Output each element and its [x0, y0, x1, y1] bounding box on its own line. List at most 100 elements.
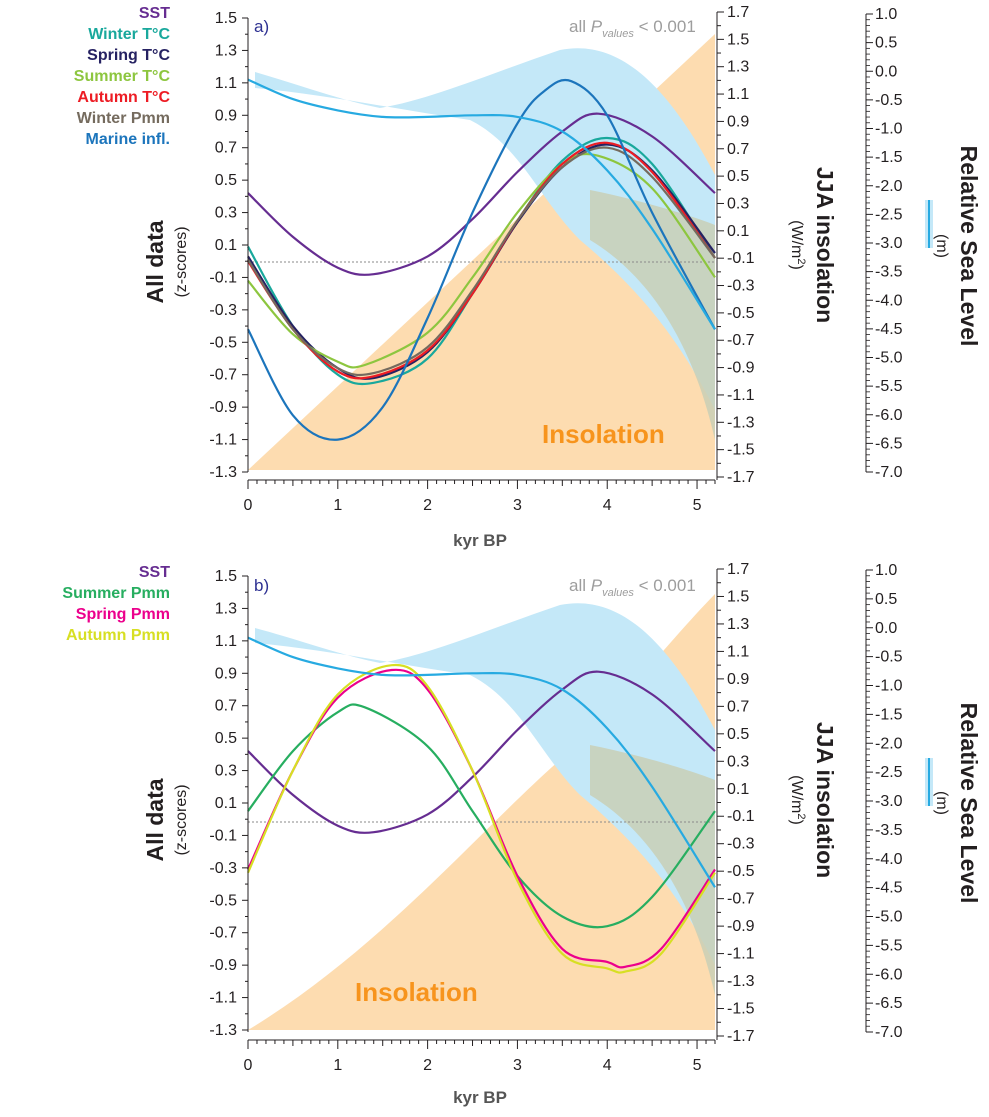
sea-level-axis-tick-label: -5.0 [875, 909, 903, 926]
left-axis-tick-label: 1.3 [215, 42, 237, 59]
left-axis-tick-label: 1.1 [215, 75, 237, 92]
left-axis-tick-label: -0.5 [209, 892, 237, 909]
legend-entry-summer-pmm: Summer Pmm [62, 585, 170, 602]
left-axis-tick-label: 1.1 [215, 633, 237, 650]
x-axis-tick-label: 0 [244, 1057, 253, 1074]
series-lines-a [247, 78, 716, 441]
legend-entry-spring-t-c: Spring T°C [87, 47, 170, 64]
legend-b: SST Summer Pmm Spring Pmm Autumn Pmm [62, 564, 170, 644]
sea-level-axis-tick-label: 0.0 [875, 620, 897, 637]
left-axis-title: All data [142, 220, 168, 303]
left-axis-tick-label: 1.5 [215, 10, 237, 27]
left-axis-ticks: 1.5 1.3 1.1 0.9 0.7 0.5 0.3 0.1 -0.1 -0.3 -0.5 -0.7… [209, 10, 248, 481]
sea-level-axis-tick-label: -3.5 [875, 822, 903, 839]
sea-level-axis-subtitle: (m) [933, 234, 950, 258]
insolation-axis-tick-label: 1.7 [727, 4, 749, 21]
insolation-axis-tick-label: 0.9 [727, 671, 749, 688]
x-axis-tick-label: 5 [693, 1057, 702, 1074]
left-axis-tick-label: 0.9 [215, 665, 237, 682]
series-lines-b [246, 663, 716, 974]
sea-level-axis-tick-label: -7.0 [875, 464, 903, 481]
insolation-axis-tick-label: 0.5 [727, 726, 749, 743]
left-axis-tick-label: 0.3 [215, 205, 237, 222]
left-axis-tick-label: 0.7 [215, 140, 237, 157]
left-axis-title: All data [142, 778, 168, 861]
x-axis-title: kyr BP [453, 1088, 507, 1107]
left-axis-tick-label: -0.3 [209, 302, 237, 319]
insolation-axis-tick-label: 1.5 [727, 588, 749, 605]
insolation-label-a: Insolation [542, 419, 665, 449]
legend-entry-winter-pmm: Winter Pmm [77, 110, 170, 127]
left-axis-tick-label: -1.1 [209, 432, 237, 449]
pvalue-note-a: all Pvalues < 0.001 [569, 17, 696, 40]
insolation-area [248, 594, 715, 1030]
legend-entry-winter-t-c: Winter T°C [88, 26, 170, 43]
insolation-axis-title: JJA insolation [812, 167, 838, 323]
insolation-axis-tick-label: -1.3 [727, 973, 755, 990]
sea-level-axis-tick-label: -1.5 [875, 706, 903, 723]
legend-entry-marine-infl-: Marine infl. [86, 131, 170, 148]
insolation-axis-tick-label: -1.1 [727, 387, 755, 404]
panel-label-b: b) [254, 576, 269, 595]
legend-entry-autumn-pmm: Autumn Pmm [66, 627, 170, 644]
sea-level-axis-subtitle: (m) [933, 791, 950, 815]
x-axis-tick-label: 3 [513, 1057, 522, 1074]
sea-level-axis-tick-label: -2.5 [875, 764, 903, 781]
insolation-axis-tick-label: 0.3 [727, 753, 749, 770]
insolation-axis-tick-label: -0.9 [727, 918, 755, 935]
series-line-summer-pmm [247, 703, 716, 929]
insolation-axis-subtitle: (W/m2) [788, 775, 807, 825]
panel-label-a: a) [254, 17, 269, 36]
x-axis-tick-label: 2 [423, 1057, 432, 1074]
x-axis-tick-label: 4 [603, 1057, 612, 1074]
left-axis-tick-label: -0.9 [209, 957, 237, 974]
sea-level-axis-tick-label: -3.5 [875, 264, 903, 281]
insolation-axis-subtitle: (W/m2) [788, 220, 807, 270]
insolation-axis-tick-label: -0.7 [727, 891, 755, 908]
insolation-label-b: Insolation [355, 977, 478, 1007]
sea-level-axis-tick-label: -5.5 [875, 937, 903, 954]
left-axis-subtitle: (z-scores) [173, 226, 190, 297]
left-axis-tick-label: -0.9 [209, 399, 237, 416]
left-axis-tick-label: -0.3 [209, 860, 237, 877]
insolation-axis-tick-label: 1.3 [727, 59, 749, 76]
left-axis-tick-label: -0.7 [209, 925, 237, 942]
left-axis-tick-label: -1.3 [209, 1022, 237, 1039]
x-axis-title: kyr BP [453, 531, 507, 550]
insolation-axis-tick-label: 0.9 [727, 113, 749, 130]
sea-level-axis-tick-label: 0.5 [875, 35, 897, 52]
sea-level-axis-tick-label: -2.0 [875, 178, 903, 195]
pvalue-note-b: all Pvalues < 0.001 [569, 576, 696, 599]
legend-entry-sst: SST [139, 564, 170, 581]
sea-level-line-a [247, 78, 716, 330]
insolation-axis-tick-label: -1.5 [727, 1001, 755, 1018]
x-axis-tick-label: 1 [333, 497, 342, 514]
legend-entry-sst: SST [139, 5, 170, 22]
x-axis-tick-label: 5 [693, 497, 702, 514]
panel-b: 1.5 1.3 1.1 0.9 0.7 0.5 0.3 0.1 -0.1 -0.3 -0.5 -0.7… [62, 561, 982, 1107]
left-axis-tick-label: 0.7 [215, 698, 237, 715]
left-axis-tick-label: -0.1 [209, 827, 237, 844]
insolation-axis-ticks: 1.7 1.5 1.3 1.1 0.9 0.7 0.5 0.3 0.1 -0.1 -0.3 -0.5 -… [717, 561, 755, 1045]
insolation-axis-tick-label: -1.7 [727, 469, 755, 486]
left-axis-tick-label: 1.3 [215, 600, 237, 617]
x-axis-tick-label: 2 [423, 497, 432, 514]
left-axis-tick-label: -0.1 [209, 269, 237, 286]
insolation-axis-title: JJA insolation [812, 722, 838, 878]
sea-level-legend-swatch [925, 758, 933, 806]
sea-level-axis-tick-label: 0.0 [875, 63, 897, 80]
left-axis-tick-label: 0.5 [215, 730, 237, 747]
insolation-axis-tick-label: 0.5 [727, 168, 749, 185]
series-line-marine-infl- [247, 78, 716, 441]
legend-a: SST Winter T°C Spring T°C Summer T°C Autumn … [74, 5, 171, 148]
x-axis-tick-label: 1 [333, 1057, 342, 1074]
sea-level-axis-ticks: 1.0 0.5 0.0 -0.5 -1.0 -1.5 -2.0 -2.5 -3.0 -3.5 -4.… [866, 562, 903, 1041]
insolation-axis-tick-label: -0.5 [727, 863, 755, 880]
insolation-axis-tick-label: 0.1 [727, 781, 749, 798]
insolation-axis-tick-label: -1.3 [727, 414, 755, 431]
left-axis-tick-label: 0.1 [215, 237, 237, 254]
sea-level-line [247, 78, 716, 330]
sea-level-axis-tick-label: -0.5 [875, 92, 903, 109]
sea-level-line [247, 636, 716, 888]
